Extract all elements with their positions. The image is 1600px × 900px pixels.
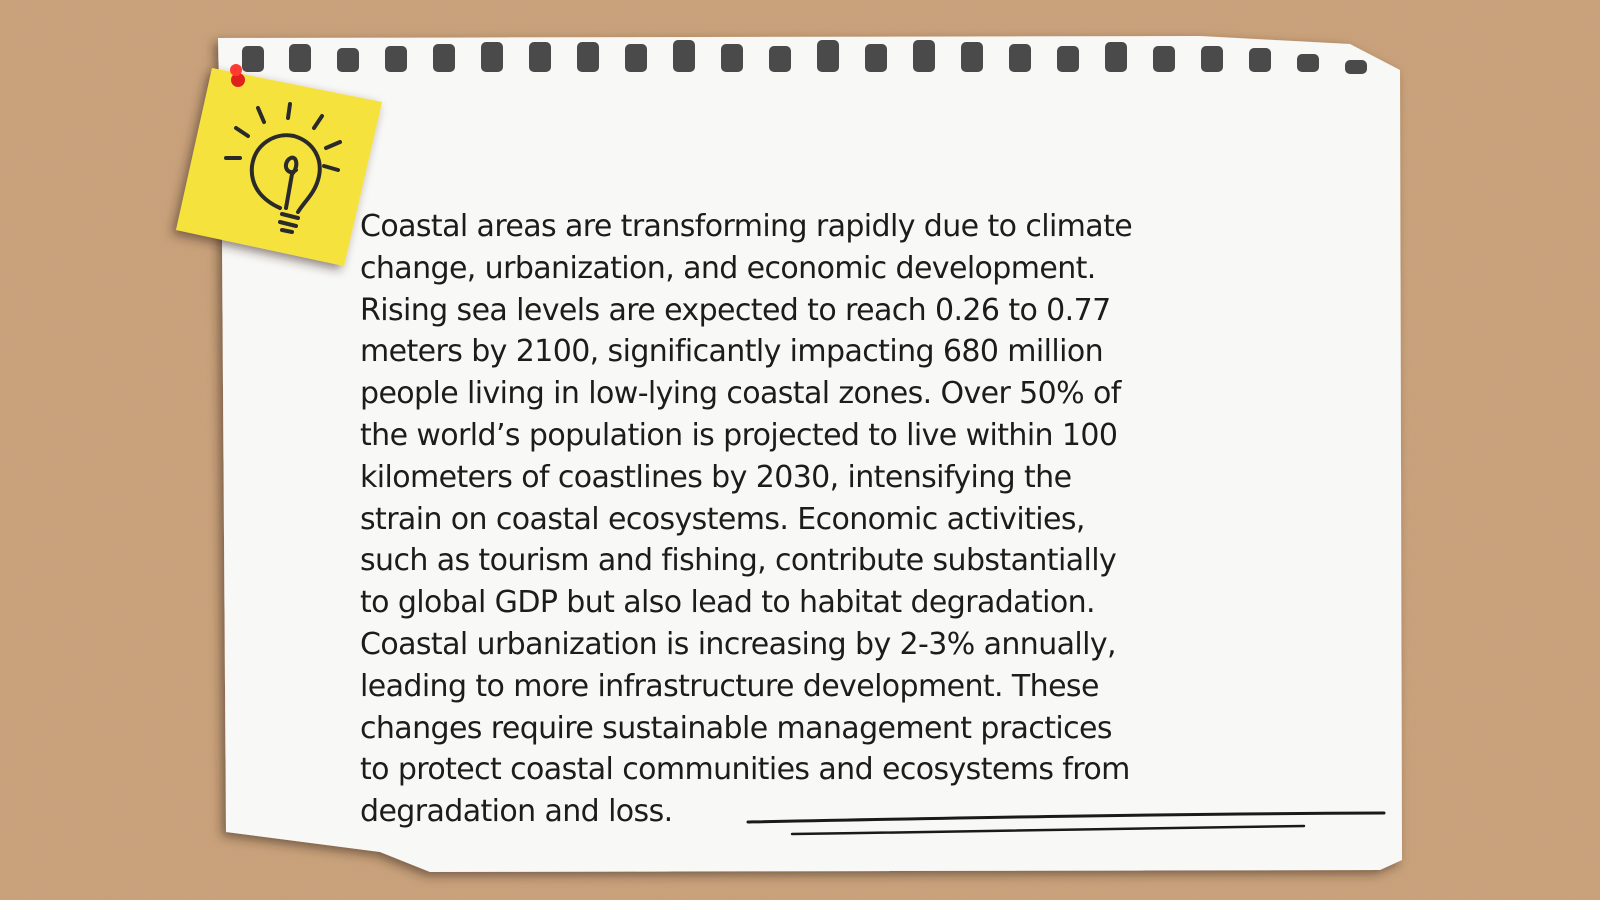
pin: [231, 73, 245, 87]
paragraph-line: people living in low-lying coastal zones…: [360, 376, 1121, 412]
paragraph-line: Coastal urbanization is increasing by 2-…: [360, 626, 1117, 662]
underline-strokes: [746, 811, 1386, 836]
paragraph-line: to protect coastal communities and ecosy…: [360, 752, 1130, 788]
paragraph-line: degradation and loss.: [360, 794, 673, 830]
paragraph-line: Coastal areas are transforming rapidly d…: [360, 209, 1133, 244]
paragraph-line: the world’s population is projected to l…: [360, 417, 1118, 453]
paragraph-line: to global GDP but also lead to habitat d…: [360, 585, 1096, 621]
paragraph-line: strain on coastal ecosystems. Economic a…: [360, 501, 1085, 537]
paragraph-line: meters by 2100, significantly impacting …: [360, 334, 1104, 370]
paragraph-line: Rising sea levels are expected to reach …: [360, 292, 1111, 328]
binder-holes: [242, 40, 1367, 74]
lightbulb-icon: [224, 102, 342, 234]
pin-head: [230, 64, 242, 76]
sticky-note: [176, 64, 382, 266]
paragraph-line: leading to more infrastructure developme…: [360, 668, 1099, 704]
paragraph-line: kilometers of coastlines by 2030, intens…: [360, 459, 1072, 495]
paragraph-line: change, urbanization, and economic devel…: [360, 250, 1096, 286]
paragraph: Coastal areas are transforming rapidly d…: [360, 206, 1133, 833]
paragraph-line: such as tourism and fishing, contribute …: [360, 543, 1117, 579]
paper: [218, 36, 1402, 872]
paragraph-line: changes require sustainable management p…: [360, 710, 1113, 746]
